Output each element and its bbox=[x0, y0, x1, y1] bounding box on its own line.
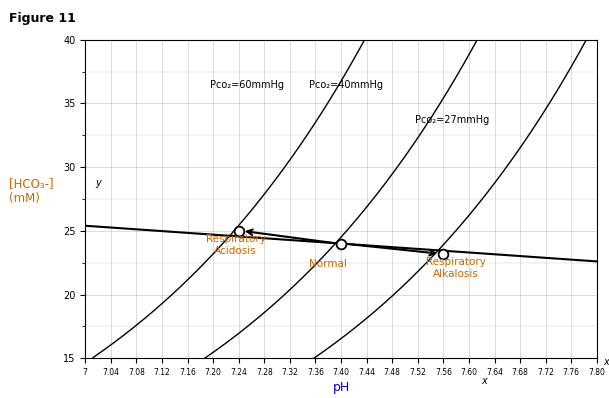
Text: y: y bbox=[95, 178, 101, 188]
Text: Respiratory
Acidosis: Respiratory Acidosis bbox=[206, 234, 266, 256]
Text: x: x bbox=[603, 357, 609, 367]
Text: Respiratory
Alkalosis: Respiratory Alkalosis bbox=[426, 257, 486, 279]
Text: Pco₂=27mmHg: Pco₂=27mmHg bbox=[415, 115, 489, 125]
Text: [HCO₃-]
(mM): [HCO₃-] (mM) bbox=[9, 177, 54, 205]
Text: Pco₂=60mmHg: Pco₂=60mmHg bbox=[210, 80, 284, 90]
Text: Figure 11: Figure 11 bbox=[9, 12, 76, 25]
Text: Pco₂=40mmHg: Pco₂=40mmHg bbox=[309, 80, 383, 90]
X-axis label: pH: pH bbox=[333, 381, 350, 394]
Text: x: x bbox=[482, 376, 487, 386]
Text: Normal: Normal bbox=[309, 258, 347, 269]
